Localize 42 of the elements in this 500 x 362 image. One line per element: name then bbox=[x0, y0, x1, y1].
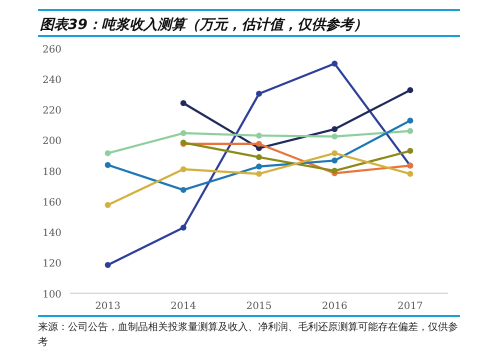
point bbox=[407, 118, 414, 124]
point bbox=[180, 130, 186, 136]
point bbox=[256, 170, 262, 177]
y-tick-label: 200 bbox=[42, 136, 62, 148]
point bbox=[407, 128, 414, 134]
point bbox=[180, 224, 186, 231]
point bbox=[180, 186, 186, 193]
point bbox=[180, 166, 186, 172]
point bbox=[332, 150, 338, 156]
point bbox=[407, 87, 414, 94]
point bbox=[104, 202, 111, 208]
point bbox=[256, 140, 262, 147]
y-tick-label: 140 bbox=[42, 228, 62, 240]
x-tick-label: 2016 bbox=[322, 301, 348, 312]
point bbox=[332, 158, 338, 164]
y-tick-label: 220 bbox=[42, 106, 62, 117]
y-tick-label: 120 bbox=[42, 258, 62, 270]
y-tick-label: 180 bbox=[42, 166, 62, 178]
point bbox=[256, 154, 262, 160]
y-tick-label: 260 bbox=[42, 44, 62, 56]
point bbox=[104, 162, 111, 168]
point bbox=[256, 164, 262, 170]
point bbox=[180, 100, 186, 106]
chart-title: 图表39：吨浆收入测算（万元，估计值，仅供参考） bbox=[40, 16, 368, 33]
point bbox=[332, 60, 338, 67]
x-tick-label: 2014 bbox=[170, 301, 196, 312]
point bbox=[256, 90, 262, 97]
point bbox=[332, 134, 338, 140]
x-tick-label: 2015 bbox=[246, 301, 272, 312]
point bbox=[256, 132, 262, 139]
x-tick-label: 2013 bbox=[95, 301, 121, 312]
x-tick-label: 2017 bbox=[397, 301, 423, 312]
y-tick-label: 160 bbox=[42, 197, 62, 208]
point bbox=[104, 150, 111, 156]
point bbox=[407, 148, 414, 154]
y-tick-label: 100 bbox=[42, 289, 62, 300]
point bbox=[407, 170, 414, 177]
point bbox=[332, 168, 338, 174]
source-note: 来源：公司公告，血制品相关投浆量测算及收入、净利润、毛利还原测算可能存在偏差，仅供参考 bbox=[38, 320, 459, 350]
y-tick-label: 240 bbox=[42, 74, 62, 86]
point bbox=[104, 262, 111, 268]
point bbox=[332, 126, 338, 132]
